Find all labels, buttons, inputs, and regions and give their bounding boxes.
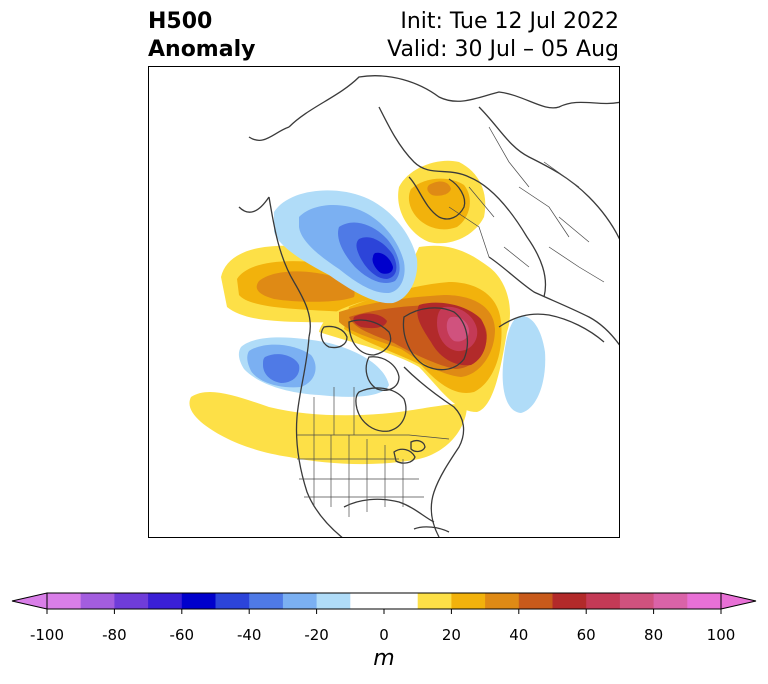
trough-north-atlantic [502,315,546,413]
colorbar-segment [518,593,553,609]
colorbar-segment [47,593,82,609]
colorbar-ticks [46,609,722,614]
colorbar-segment [350,593,385,609]
ridge-greenland-canadian-arctic [319,245,510,412]
colorbar-tick-label: -20 [304,626,329,644]
colorbar-segment [653,593,688,609]
colorbar-segment [619,593,655,609]
colorbar-tick-label: 20 [441,626,461,644]
colorbar-segment [687,593,722,609]
colorbar-segment [451,593,486,609]
ridge-northern-us [189,391,467,465]
colorbar-tick-label: -60 [169,626,195,644]
colorbar-segments [47,593,722,609]
borders [297,126,605,517]
colorbar-segment [249,593,284,609]
colorbar-segment [80,593,115,609]
colorbar-segment [552,593,587,609]
colorbar-unit-label: m [373,646,395,671]
colorbar-segment [485,593,520,609]
init-time: Init: Tue 12 Jul 2022 [400,9,619,34]
colorbar-segment [417,593,452,609]
colorbar [11,592,757,614]
title-block-right: Init: Tue 12 Jul 2022 Valid: 30 Jul – 05… [387,8,619,64]
anomaly-map [148,66,620,538]
colorbar-segment [282,593,318,609]
colorbar-min-extension [11,592,48,610]
trough-gulf-of-alaska [238,337,389,397]
ridge-scandinavia-siberia [398,160,486,244]
colorbar-tick-label: -100 [29,626,65,644]
colorbar-segment [316,593,351,609]
colorbar-tick-label: 40 [509,626,529,644]
coastlines [238,75,619,537]
colorbar-segment [148,593,183,609]
trough-arctic-ocean [274,190,418,304]
colorbar-tick-label: -40 [236,626,262,644]
colorbar-tick-label: 0 [379,626,389,644]
colorbar-segment [384,593,419,609]
valid-period: Valid: 30 Jul – 05 Aug [387,37,619,62]
colorbar-tick-label: 60 [576,626,596,644]
colorbar-segment [114,593,149,609]
map-canvas [189,75,619,537]
colorbar-segment [181,593,216,609]
colorbar-tick-label: 100 [706,626,736,644]
colorbar-tick-label: 80 [644,626,664,644]
colorbar-max-extension [720,592,757,610]
title-block-left: H500 Anomaly [148,8,255,64]
variable-subtitle: Anomaly [148,37,256,62]
colorbar-tick-label: -80 [102,626,127,644]
variable-title: H500 [148,9,213,34]
colorbar-segment [586,593,621,609]
colorbar-segment [215,593,250,609]
